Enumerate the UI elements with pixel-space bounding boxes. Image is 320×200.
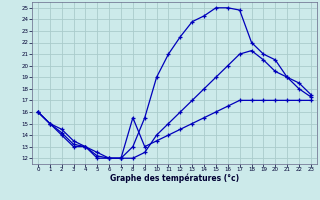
X-axis label: Graphe des températures (°c): Graphe des températures (°c)	[110, 174, 239, 183]
